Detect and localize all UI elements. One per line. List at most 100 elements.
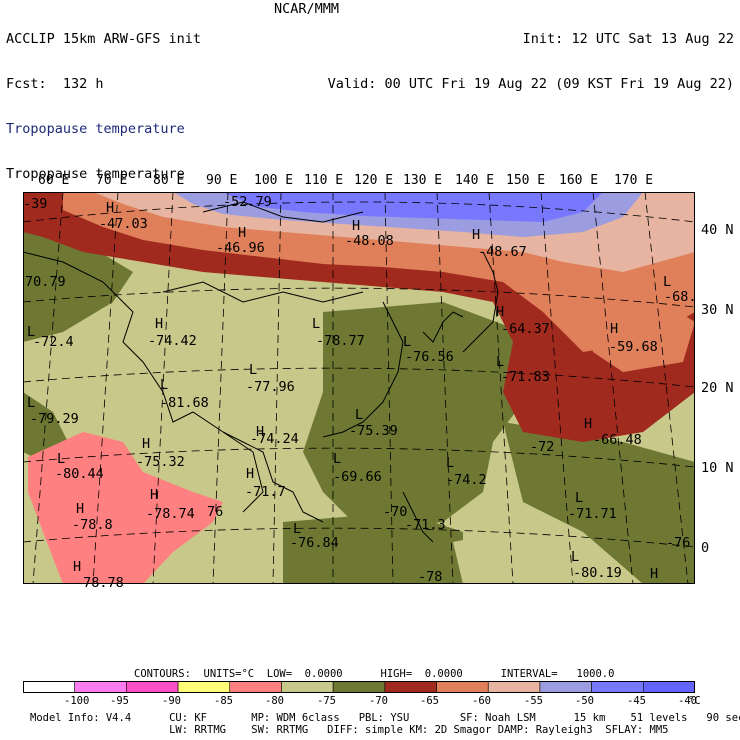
extremum-marker: H bbox=[73, 559, 82, 575]
legend-tick-label: -50 bbox=[575, 695, 594, 707]
extremum-marker: L bbox=[333, 451, 342, 467]
region-darkred-west bbox=[23, 192, 63, 220]
border bbox=[162, 281, 364, 303]
extremum-value: 70.79 bbox=[25, 274, 66, 290]
legend-color-box bbox=[591, 681, 644, 693]
legend-color-box bbox=[177, 681, 231, 693]
legend-tick-label: -40 bbox=[678, 695, 697, 707]
extremum-value: -70 bbox=[383, 504, 408, 520]
header-right: Init: 12 UTC Sat 13 Aug 22 Valid: 00 UTC… bbox=[316, 2, 734, 107]
extremum-marker: H bbox=[496, 304, 505, 320]
lon-label: 80 E bbox=[153, 173, 185, 188]
extremum-value: -80.19 bbox=[573, 565, 622, 581]
extremum-marker: L bbox=[312, 316, 321, 332]
legend-tick-label: -70 bbox=[369, 695, 388, 707]
extremum-value: -71.7 bbox=[245, 484, 286, 500]
grid-line bbox=[592, 192, 634, 584]
region-olive-west bbox=[23, 232, 133, 342]
extremum-marker: L bbox=[663, 274, 672, 290]
grid-line bbox=[384, 192, 394, 584]
legend-tick-label: -65 bbox=[420, 695, 439, 707]
extremum-marker: L bbox=[446, 455, 455, 471]
extremum-value: -75.32 bbox=[136, 454, 185, 470]
legend-tick-label: -95 bbox=[110, 695, 129, 707]
legend-color-box bbox=[487, 681, 541, 693]
field-title-2: Tropopause temperature bbox=[6, 166, 185, 182]
grid-line bbox=[23, 447, 695, 468]
lat-lon-grid bbox=[23, 192, 695, 584]
extremum-marker: L bbox=[160, 377, 169, 393]
extremum-marker: H bbox=[142, 436, 151, 452]
extremum-value: -69.66 bbox=[333, 469, 382, 485]
extremum-value: -71.83 bbox=[501, 369, 550, 385]
extremum-marker: L bbox=[57, 451, 66, 467]
extremum-marker: H bbox=[246, 466, 255, 482]
extremum-value: -78.77 bbox=[316, 333, 365, 349]
lon-label: 150 E bbox=[506, 173, 546, 188]
extremum-marker: L bbox=[571, 549, 580, 565]
extremum-marker: H bbox=[76, 501, 85, 517]
extremum-marker: L bbox=[496, 354, 505, 370]
lon-label: 70 E bbox=[96, 173, 128, 188]
legend-tick-label: -60 bbox=[472, 695, 491, 707]
border bbox=[202, 201, 364, 223]
extremum-marker: L bbox=[355, 407, 364, 423]
legend-tick-label: -85 bbox=[214, 695, 233, 707]
lat-label: 0 bbox=[701, 540, 710, 556]
grid-line bbox=[23, 287, 695, 308]
extremum-marker: H bbox=[610, 321, 619, 337]
region-olive-south bbox=[283, 512, 463, 584]
grid-line bbox=[488, 192, 514, 584]
extremum-value: -48.08 bbox=[345, 233, 394, 249]
coastlines bbox=[23, 201, 499, 543]
lon-label: 100 E bbox=[254, 173, 294, 188]
extremum-value: -39 bbox=[23, 196, 48, 212]
lon-label: 60 E bbox=[38, 173, 70, 188]
extremum-marker: H bbox=[584, 416, 593, 432]
lat-label: 20 N bbox=[701, 380, 734, 396]
extremum-marker: L bbox=[27, 324, 36, 340]
region-olive-center bbox=[303, 302, 543, 532]
coastline bbox=[322, 301, 404, 438]
lon-label: 120 E bbox=[354, 173, 394, 188]
extremum-value: -72 bbox=[530, 439, 555, 455]
legend-tick-label: -90 bbox=[162, 695, 181, 707]
grid-line bbox=[436, 192, 454, 584]
extremum-value: -48.67 bbox=[478, 244, 527, 260]
lon-label: 170 E bbox=[614, 173, 654, 188]
lat-label: 10 N bbox=[701, 460, 734, 476]
legend-color-box bbox=[332, 681, 386, 693]
extremum-value: -76 bbox=[666, 535, 691, 551]
legend-color-box bbox=[23, 681, 75, 693]
field-title-1: Tropopause temperature bbox=[6, 121, 185, 137]
color-legend-bar bbox=[23, 681, 695, 693]
coastline bbox=[422, 311, 464, 343]
coastline bbox=[462, 251, 499, 353]
grid-line bbox=[23, 201, 695, 223]
region-blue-north bbox=[223, 192, 603, 222]
extremum-marker: L bbox=[575, 490, 584, 506]
extremum-value: -71.3 bbox=[405, 517, 446, 533]
extremum-value: -81.68 bbox=[160, 395, 209, 411]
legend-tick-label: -100 bbox=[64, 695, 90, 707]
extremum-marker: H bbox=[256, 424, 265, 440]
coastline bbox=[222, 431, 264, 513]
extremum-value: -78.8 bbox=[72, 517, 113, 533]
legend-color-box bbox=[126, 681, 179, 693]
extremum-value: -79.29 bbox=[30, 411, 79, 427]
extremum-value: -78.78 bbox=[75, 575, 124, 591]
contours-info: CONTOURS: UNITS=°C LOW= 0.0000 HIGH= 0.0… bbox=[134, 668, 615, 680]
legend-color-box bbox=[74, 681, 127, 693]
grid-line bbox=[272, 192, 282, 584]
extremum-value: 76 bbox=[207, 504, 224, 520]
lon-label: 90 E bbox=[206, 173, 238, 188]
lon-label: 110 E bbox=[304, 173, 344, 188]
region-pink-southwest bbox=[28, 432, 223, 584]
grid-line bbox=[32, 192, 64, 584]
legend-tick-label: -55 bbox=[524, 695, 543, 707]
lon-label: 160 E bbox=[559, 173, 599, 188]
region-salmon-east bbox=[583, 302, 695, 372]
lat-label: 40 N bbox=[701, 222, 734, 238]
extremum-value: -47.03 bbox=[99, 216, 148, 232]
grid-line bbox=[540, 192, 574, 584]
